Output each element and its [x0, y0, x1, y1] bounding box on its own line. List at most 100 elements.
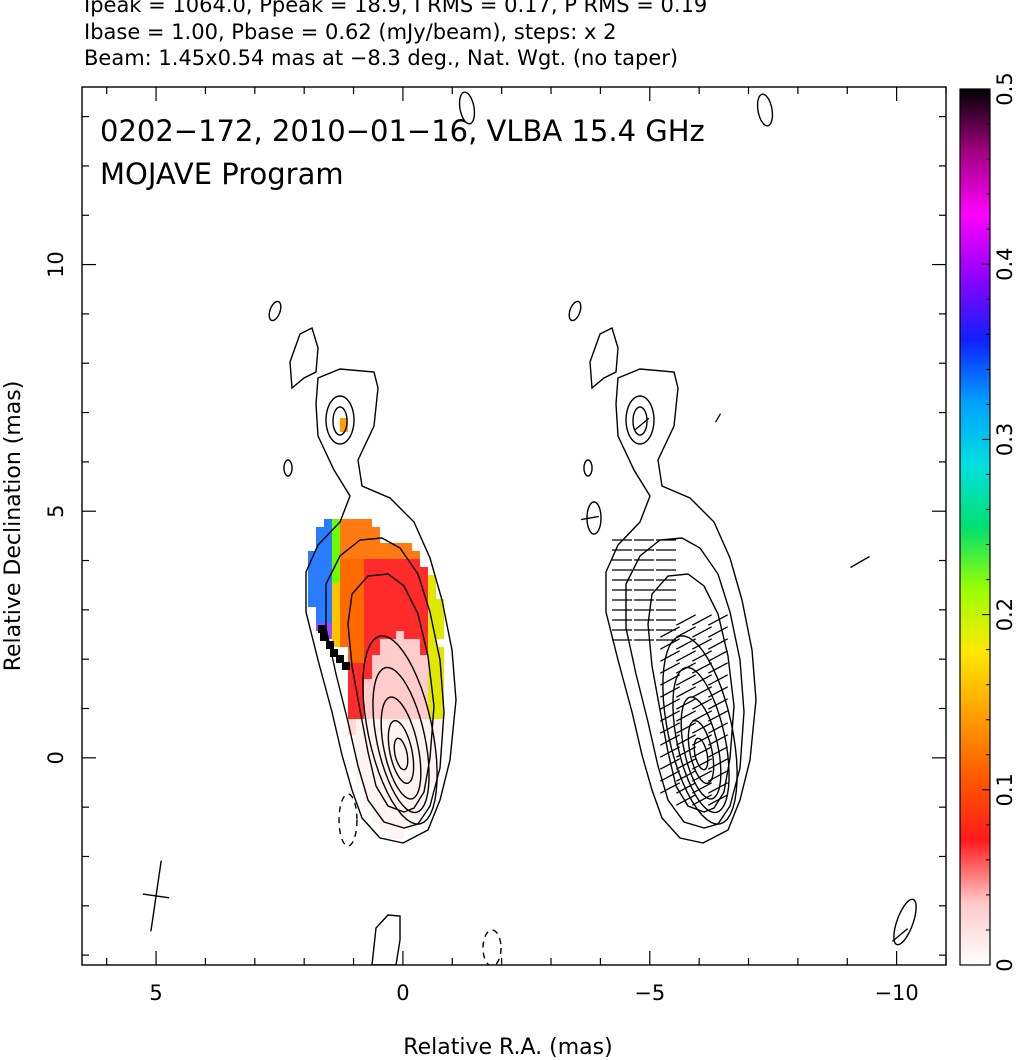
polarization-pixel [436, 687, 444, 695]
polarization-pixel [404, 719, 412, 727]
evpa-vector [581, 515, 599, 521]
stokes-i-contour [583, 459, 593, 477]
polarization-pixel [396, 695, 404, 703]
polarization-pixel [412, 615, 420, 623]
polarization-pixel [412, 687, 420, 695]
polarization-pixel [404, 695, 412, 703]
evpa-vector [691, 794, 713, 806]
polarization-pixel [380, 623, 388, 631]
polarization-pixel [372, 751, 380, 759]
polarization-pixel [324, 623, 332, 631]
polarization-pixel [364, 639, 372, 647]
polarization-pixel [380, 767, 388, 775]
polarization-pixel [308, 559, 316, 567]
evpa-vector [659, 758, 681, 770]
polarization-pixel [372, 695, 380, 703]
polarization-pixel [348, 519, 356, 527]
polarization-pixel [396, 711, 404, 719]
polarization-pixel [412, 711, 420, 719]
polarization-pixel [420, 575, 428, 583]
polarization-pixel [404, 679, 412, 687]
polarization-pixel [412, 591, 420, 599]
polarization-pixel [436, 631, 444, 639]
stokes-i-contour [458, 91, 476, 125]
polarization-pixel [420, 759, 428, 767]
polarization-pixel [404, 663, 412, 671]
evpa-vector [707, 734, 729, 746]
polarization-pixel [316, 567, 324, 575]
evpa-vector [691, 746, 713, 758]
polarization-pixel [356, 711, 364, 719]
polarization-pixel [356, 607, 364, 615]
polarization-pixel [380, 551, 388, 559]
polarization-pixel [372, 607, 380, 615]
polarization-pixel [388, 679, 396, 687]
polarization-pixel [364, 783, 372, 791]
polarization-pixel [380, 783, 388, 791]
polarization-pixel [412, 751, 420, 759]
evpa-vector [675, 662, 697, 674]
polarization-pixel [428, 623, 436, 631]
polarization-pixel [372, 711, 380, 719]
restoring-beam-marker [142, 860, 170, 932]
polarization-pixel [340, 535, 348, 543]
polarization-pixel [364, 743, 372, 751]
evpa-vector [891, 928, 909, 942]
polarization-pixel [420, 783, 428, 791]
polarization-pixel [404, 607, 412, 615]
polarization-pixel [412, 815, 420, 823]
stokes-i-contour [305, 368, 457, 844]
polarization-pixel [356, 655, 364, 663]
polarization-pixel [372, 791, 380, 799]
polarization-pixel [420, 631, 428, 639]
x-tick-label: 0 [396, 981, 409, 1005]
evpa-vector [675, 614, 697, 626]
polarization-pixel [388, 647, 396, 655]
polarization-pixel [388, 607, 396, 615]
polarization-pixel [356, 759, 364, 767]
polarization-pixel [428, 767, 436, 775]
polarization-pixel [324, 551, 332, 559]
evpa-vector [691, 782, 713, 794]
colorbar-gradient [959, 88, 991, 966]
polarization-pixel [404, 671, 412, 679]
polarization-pixel [436, 727, 444, 735]
polarization-pixel [388, 751, 396, 759]
evpa-vector [675, 722, 697, 734]
polarization-pixel [388, 623, 396, 631]
beam-minor-axis [142, 893, 170, 899]
x-tick-label: −5 [634, 981, 665, 1005]
evpa-vector [707, 758, 729, 770]
polarization-pixel [372, 551, 380, 559]
polarization-pixel [388, 823, 396, 831]
polarization-pixel [404, 551, 412, 559]
polarization-pixel [364, 615, 372, 623]
evpa-vector [707, 662, 729, 674]
polarization-pixel [372, 727, 380, 735]
polarization-pixel [340, 575, 348, 583]
polarization-pixel [404, 799, 412, 807]
polarization-pixel [348, 711, 356, 719]
evpa-vector [675, 686, 697, 698]
polarization-pixel [388, 655, 396, 663]
polarization-pixel [412, 799, 420, 807]
polarization-pixel [388, 703, 396, 711]
polarization-pixel [332, 639, 340, 647]
colorbar-tick-label: 0.1 [993, 773, 1017, 806]
polarization-pixel [380, 679, 388, 687]
polarization-pixel [404, 743, 412, 751]
polarization-pixel [372, 623, 380, 631]
x-tick-label: 5 [149, 981, 162, 1005]
polarization-pixel [332, 567, 340, 575]
polarization-pixel [316, 599, 324, 607]
polarization-pixel [404, 583, 412, 591]
polarization-pixel [396, 551, 404, 559]
evpa-vector [675, 794, 697, 806]
y-tick-label: 0 [44, 751, 68, 764]
polarization-pixel [356, 663, 364, 671]
evpa-vector [659, 782, 681, 794]
polarization-pixel [396, 727, 404, 735]
polarization-pixel [372, 775, 380, 783]
polarization-pixel [364, 631, 372, 639]
polarization-pixel [396, 623, 404, 631]
